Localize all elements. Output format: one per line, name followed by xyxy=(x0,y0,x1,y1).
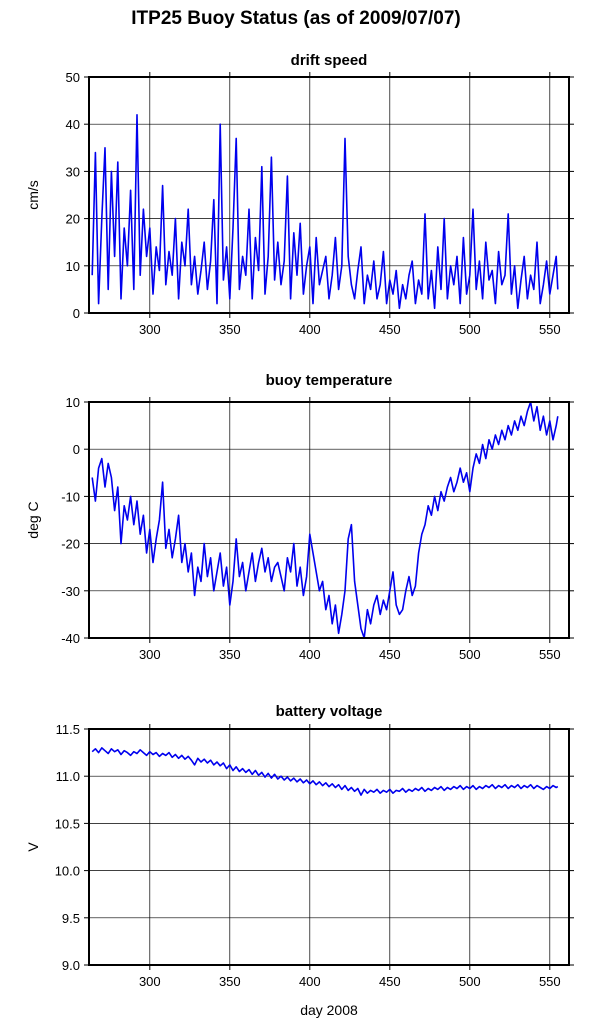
y-tick-label: 0 xyxy=(73,306,80,321)
y-tick-label: 11.0 xyxy=(56,769,80,784)
x-tick-label: 500 xyxy=(459,647,481,662)
plot-frame xyxy=(88,76,570,314)
x-tick-label: 300 xyxy=(139,647,161,662)
y-tick-label: 30 xyxy=(66,164,80,179)
series-line-1 xyxy=(91,747,559,796)
x-tick-label: 300 xyxy=(139,974,161,989)
x-tick-label: 450 xyxy=(379,647,401,662)
y-tick-label: -30 xyxy=(61,584,80,599)
chart-panel-3: battery voltage 300 350 400 450 500 550 9.0 9.5 1… xyxy=(25,703,574,1018)
x-tick-label: 550 xyxy=(539,974,561,989)
series-line-1 xyxy=(91,402,559,638)
chart-title: battery voltage xyxy=(276,703,383,720)
y-tick-label: -40 xyxy=(61,631,80,646)
x-tick-label: 500 xyxy=(459,974,481,989)
y-tick-label: 11.5 xyxy=(56,722,80,737)
x-tick-label: 450 xyxy=(379,974,401,989)
y-tick-label: 9.5 xyxy=(62,911,80,926)
plot-frame xyxy=(88,401,570,639)
y-axis-label: cm/s xyxy=(25,180,41,210)
x-tick-label: 550 xyxy=(539,647,561,662)
y-tick-label: 0 xyxy=(73,442,80,457)
y-tick-label: 10.5 xyxy=(55,816,80,831)
y-axis-label: V xyxy=(25,842,41,852)
plot-frame xyxy=(88,728,570,966)
x-tick-label: 350 xyxy=(219,647,241,662)
y-tick-label: -20 xyxy=(61,537,80,552)
x-tick-label: 350 xyxy=(219,974,241,989)
x-tick-label: 300 xyxy=(139,322,161,337)
x-tick-label: 500 xyxy=(459,322,481,337)
y-tick-label: 40 xyxy=(66,117,80,132)
chart-title: drift speed xyxy=(291,52,368,69)
y-axis-label: deg C xyxy=(25,501,41,538)
x-tick-label: 350 xyxy=(219,322,241,337)
x-tick-label: 450 xyxy=(379,322,401,337)
x-tick-label: 400 xyxy=(299,322,321,337)
x-tick-label: 400 xyxy=(299,647,321,662)
series-line-1 xyxy=(91,114,559,310)
chart-title: buoy temperature xyxy=(266,372,393,389)
y-tick-label: 9.0 xyxy=(62,958,80,973)
y-tick-label: 10.0 xyxy=(55,864,80,879)
y-tick-label: 20 xyxy=(66,212,80,227)
y-tick-label: -10 xyxy=(61,489,80,504)
y-tick-label: 50 xyxy=(66,70,80,85)
chart-panel-2: buoy temperature 300 350 400 450 500 550 -40 -30… xyxy=(25,372,574,662)
chart-panel-1: drift speed 300 350 400 450 500 550 0 10 20 30 40 50… xyxy=(25,52,574,337)
x-axis-label: day 2008 xyxy=(300,1002,358,1018)
x-tick-label: 550 xyxy=(539,322,561,337)
y-tick-label: 10 xyxy=(66,395,80,410)
x-tick-label: 400 xyxy=(299,974,321,989)
y-tick-label: 10 xyxy=(66,259,80,274)
page-title: ITP25 Buoy Status (as of 2009/07/07) xyxy=(131,8,461,29)
